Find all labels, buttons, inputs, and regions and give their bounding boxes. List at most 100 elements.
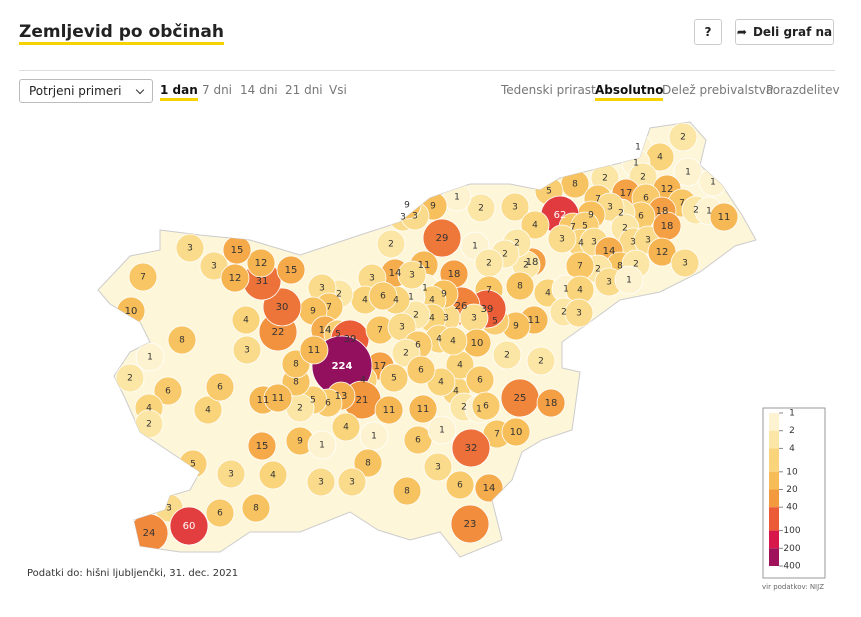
municipality bbox=[614, 265, 644, 295]
municipality-label: 1 bbox=[635, 143, 641, 153]
mode-tab[interactable]: Porazdelitev bbox=[766, 83, 840, 97]
municipality bbox=[423, 452, 453, 482]
municipality-label: 9 bbox=[404, 201, 410, 211]
municipality-label: 15 bbox=[256, 441, 269, 452]
municipality bbox=[115, 363, 145, 393]
municipality-label: 39 bbox=[344, 334, 357, 345]
municipality-label: 6 bbox=[483, 402, 489, 412]
mode-tab[interactable]: Tedenski prirast bbox=[501, 83, 596, 97]
legend-swatch bbox=[769, 530, 779, 549]
municipality-label: 3 bbox=[369, 274, 375, 284]
municipality-label: 5 bbox=[582, 222, 588, 232]
municipality-label: 3 bbox=[400, 213, 406, 223]
municipality bbox=[205, 372, 235, 402]
period-tab[interactable]: 14 dni bbox=[240, 83, 278, 97]
municipality-label: 7 bbox=[377, 326, 383, 336]
legend-label: 2 bbox=[789, 426, 795, 436]
municipality-label: 2 bbox=[336, 290, 342, 300]
municipality-label: 14 bbox=[483, 483, 496, 494]
municipality-label: 12 bbox=[255, 258, 268, 269]
legend-swatch bbox=[769, 413, 779, 431]
municipality-label: 7 bbox=[570, 223, 576, 233]
source: vir podatkov: NIJZ bbox=[762, 583, 824, 591]
legend-label: 200 bbox=[783, 544, 800, 554]
municipality-label: 62 bbox=[554, 210, 567, 221]
legend-label: 400 bbox=[783, 562, 800, 572]
municipality-label: 4 bbox=[453, 387, 459, 397]
municipality-label: 25 bbox=[514, 393, 527, 404]
period-tab[interactable]: 7 dni bbox=[202, 83, 233, 97]
municipality-label: 3 bbox=[412, 212, 418, 222]
municipality-label: 3 bbox=[399, 323, 405, 333]
municipality-label: 2 bbox=[403, 349, 409, 359]
municipality-label: 12 bbox=[656, 247, 669, 258]
municipality bbox=[193, 395, 223, 425]
municipality-label: 6 bbox=[217, 509, 223, 519]
municipality-label: 4 bbox=[243, 316, 249, 326]
municipality-label: 2 bbox=[618, 209, 624, 219]
mode-tab[interactable]: Delež prebivalstva bbox=[662, 83, 774, 97]
municipality-label: 22 bbox=[272, 327, 285, 338]
municipality-label: 12 bbox=[229, 273, 242, 284]
municipality-label: 9 bbox=[441, 290, 447, 300]
legend-swatch bbox=[769, 471, 779, 490]
municipality-label: 2 bbox=[461, 403, 467, 413]
municipality-label: 11 bbox=[272, 393, 285, 404]
municipality-label: 29 bbox=[436, 233, 449, 244]
municipality bbox=[205, 498, 235, 528]
municipality-label: 5 bbox=[335, 330, 341, 340]
municipality-label: 2 bbox=[297, 404, 303, 414]
municipality-label: 1 bbox=[472, 242, 478, 252]
municipality-label: 11 bbox=[308, 345, 321, 356]
municipality-label: 23 bbox=[464, 519, 477, 530]
municipality-label: 4 bbox=[438, 378, 444, 388]
municipality bbox=[128, 262, 158, 292]
municipality bbox=[406, 355, 436, 385]
municipality-label: 15 bbox=[285, 265, 298, 276]
help-button[interactable]: ? bbox=[694, 19, 722, 45]
legend-swatch bbox=[769, 448, 779, 472]
municipality-label: 7 bbox=[595, 195, 601, 205]
period-tab[interactable]: 1 dan bbox=[160, 83, 198, 101]
municipality-label: 6 bbox=[643, 194, 649, 204]
share-button[interactable]: ➦ Deli graf na bbox=[735, 19, 834, 45]
municipality-label: 3 bbox=[591, 238, 597, 248]
municipality-label: 11 bbox=[257, 395, 270, 406]
legend-swatch bbox=[769, 507, 779, 531]
municipality bbox=[501, 417, 531, 447]
municipality-label: 1 bbox=[408, 293, 414, 303]
municipality bbox=[505, 271, 535, 301]
municipality bbox=[500, 192, 530, 222]
municipality-label: 9 bbox=[430, 202, 436, 212]
mode-tab[interactable]: Absolutno bbox=[595, 83, 664, 101]
metric-select[interactable]: Potrjeni primeri bbox=[19, 79, 153, 103]
municipality-label: 1 bbox=[633, 159, 639, 169]
municipality-label: 1 bbox=[685, 168, 691, 178]
municipality-label: 4 bbox=[657, 153, 663, 163]
municipality-label: 3 bbox=[576, 309, 582, 319]
municipality-label: 18 bbox=[526, 257, 539, 268]
municipality-label: 2 bbox=[504, 351, 510, 361]
municipality-label: 6 bbox=[457, 481, 463, 491]
municipality-label: 1 bbox=[626, 276, 632, 286]
municipality bbox=[397, 260, 427, 290]
municipality-label: 2 bbox=[633, 260, 639, 270]
municipality-label: 7 bbox=[486, 286, 492, 296]
municipality-label: 8 bbox=[293, 378, 299, 388]
period-tab[interactable]: Vsi bbox=[329, 83, 347, 97]
municipality-label: 4 bbox=[146, 404, 152, 414]
municipality-label: 7 bbox=[494, 430, 500, 440]
municipalities bbox=[115, 122, 739, 553]
municipality-label: 14 bbox=[319, 325, 332, 336]
municipality-label: 4 bbox=[429, 296, 435, 306]
municipality-label: 7 bbox=[679, 199, 685, 209]
municipality-label: 2 bbox=[622, 224, 628, 234]
municipality-label: 1 bbox=[422, 284, 428, 294]
legend-label: 40 bbox=[786, 503, 798, 513]
period-tab[interactable]: 21 dni bbox=[285, 83, 323, 97]
municipality-label: 11 bbox=[528, 315, 541, 326]
municipality-label: 18 bbox=[656, 206, 669, 217]
municipality bbox=[216, 459, 246, 489]
municipality-label: 4 bbox=[360, 376, 366, 386]
municipality-label: 2 bbox=[478, 204, 484, 214]
